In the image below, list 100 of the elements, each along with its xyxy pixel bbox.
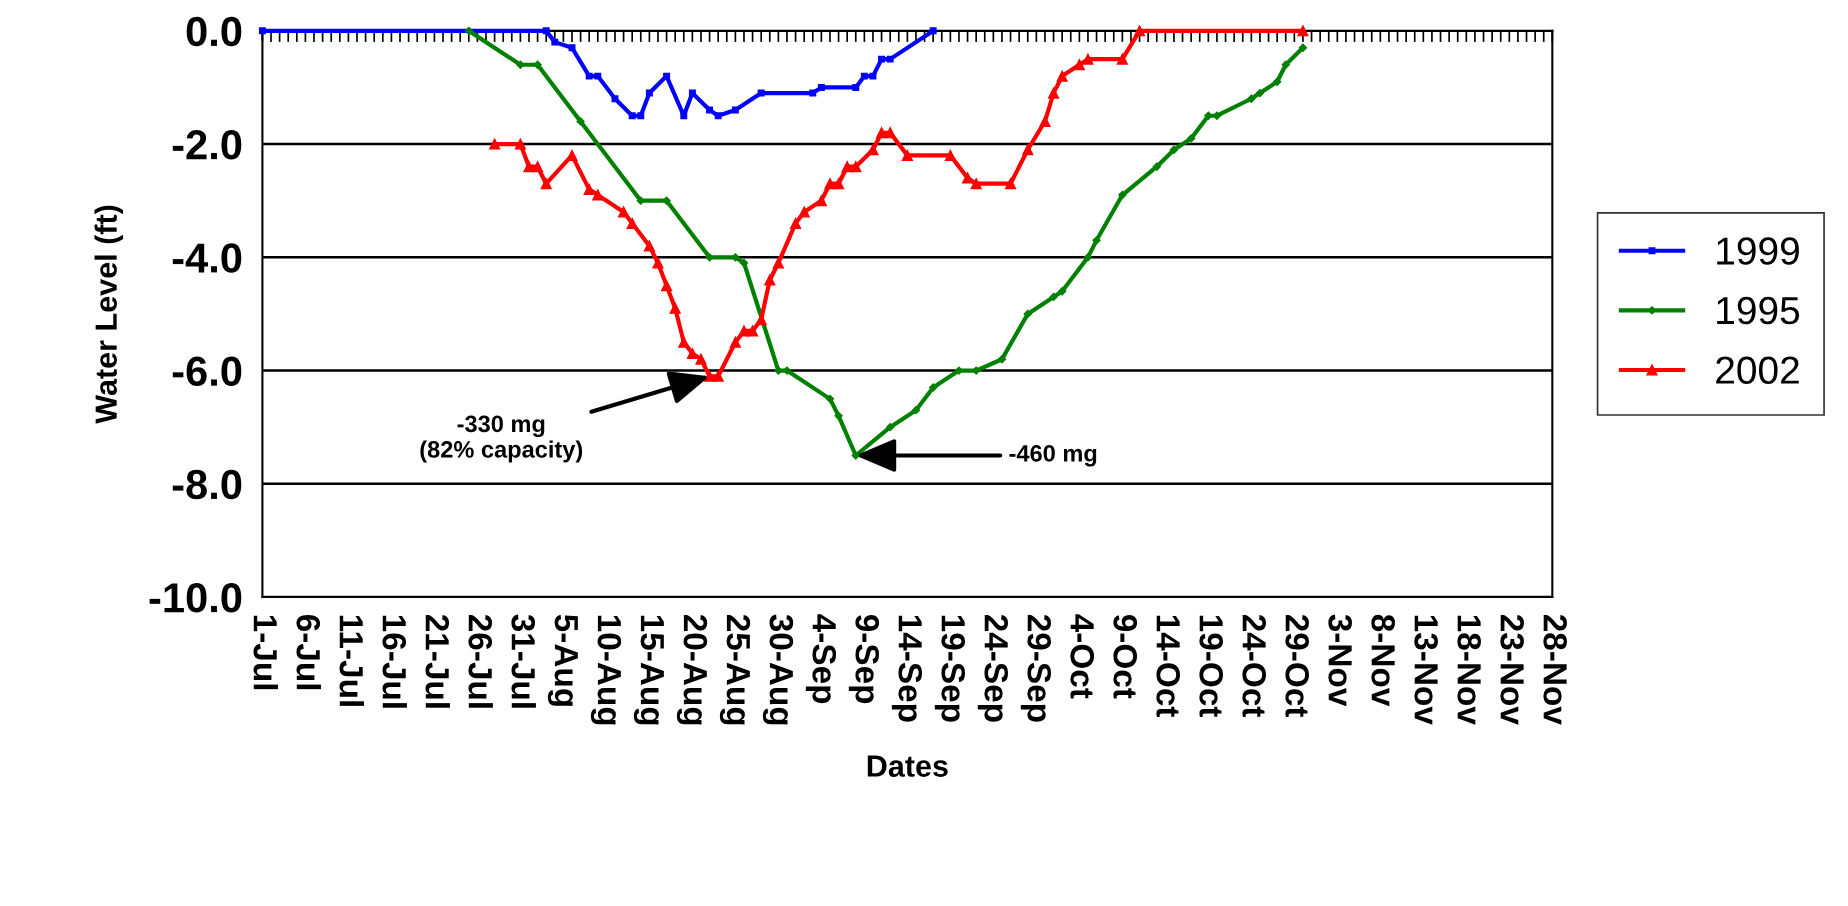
y-tick-label: -6.0 [172,356,242,387]
x-tick-label: 28-Nov [1543,614,1567,725]
point [585,72,593,80]
point [464,26,473,35]
point [944,149,956,161]
point [662,196,671,205]
point [643,240,655,252]
x-tick-label: 30-Aug [762,614,794,725]
x-tick-label: 19-Oct [1199,615,1223,718]
point [516,60,525,69]
annotation: -330 mg (82% capacity) [420,415,583,463]
point [825,394,835,403]
point [852,83,860,91]
point [1022,144,1034,156]
x-tick-label: 29-Sep [1020,614,1052,722]
x-tick-label: 14-Oct [1156,615,1181,718]
point [850,161,862,173]
point [809,89,817,97]
point [705,253,714,262]
point [611,95,619,103]
point [764,274,776,286]
point [886,423,895,432]
point [1281,60,1290,69]
point [706,106,714,114]
x-tick-label: 14-Sep [891,615,923,722]
point [678,336,690,348]
point [1073,59,1085,71]
x-tick-label: 20-Aug [676,614,708,725]
point [1083,253,1093,262]
point [729,336,741,348]
point [1247,94,1256,103]
x-tick-label: 9-Sep [848,614,880,704]
point [489,138,501,150]
x-tick-label: 24-Oct [1242,614,1266,718]
point [834,411,843,420]
point [628,112,636,120]
point [514,138,526,150]
point [592,189,604,201]
x-tick-label: 9-Oct [1113,614,1138,699]
point [1056,70,1068,82]
x-axis-title: Dates [867,755,948,777]
point [686,348,698,360]
point [972,366,981,375]
annotation: -460 mg [1009,445,1097,467]
legend-label: 2002 [1716,356,1799,384]
point [1082,53,1094,65]
point [523,161,535,173]
point [731,106,739,114]
x-tick-label: 26-Jul [468,614,493,708]
x-tick-label: 16-Jul [382,615,407,708]
point [876,127,888,139]
x-tick-label: 6-Jul [296,614,321,690]
point [929,27,937,35]
x-tick-label: 15-Aug [633,615,664,725]
point [790,217,802,229]
point [739,258,749,268]
point [1039,115,1051,127]
point [1133,25,1146,37]
x-tick-label: 23-Nov [1500,614,1524,725]
point [817,83,825,91]
point [645,89,653,97]
point [258,27,266,35]
point [824,178,836,190]
y-tick-label: -8.0 [172,469,242,500]
y-tick-label: -2.0 [172,130,242,160]
point [688,89,696,97]
point [911,406,921,415]
point [661,280,673,292]
point [755,314,767,326]
x-tick-label: 11-Jul [339,615,364,706]
x-tick-label: 19-Sep [934,615,966,722]
point [1118,190,1127,200]
point [772,257,784,269]
point [652,257,664,269]
point [731,253,740,262]
x-tick-label: 10-Aug [590,615,622,725]
point [1255,88,1265,98]
point [1023,309,1032,319]
point [618,206,630,218]
point [1169,145,1179,154]
x-tick-label: 4-Oct [1070,614,1095,699]
legend-label: 1995 [1717,296,1800,325]
point [583,183,595,195]
point [851,451,860,460]
point [532,161,544,173]
point [1187,134,1196,143]
point [867,144,879,156]
point [663,72,671,80]
point [533,60,542,69]
point [815,195,827,207]
point [704,370,716,382]
point [798,206,810,218]
point [1058,287,1067,296]
point [566,149,578,161]
y-tick-label: -10.0 [149,583,242,613]
point [594,72,602,80]
point [551,38,559,46]
x-tick-label: 31-Jul [511,614,536,708]
x-tick-label: 8-Nov [1371,614,1395,707]
point [1116,53,1128,65]
